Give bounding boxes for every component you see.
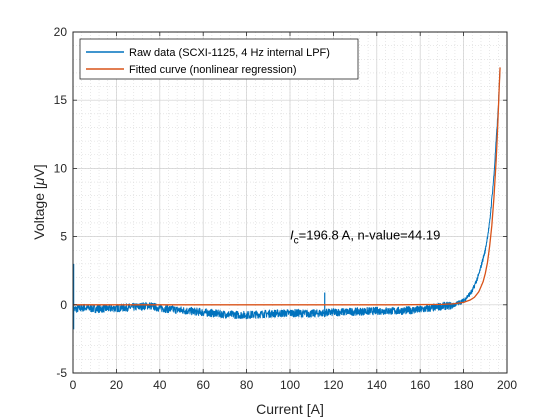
- x-tick-label: 40: [153, 378, 167, 392]
- y-tick-label: 10: [54, 161, 68, 175]
- legend-label-raw: Raw data (SCXI-1125, 4 Hz internal LPF): [129, 47, 330, 59]
- y-axis-label: Voltage [μV]: [31, 164, 47, 239]
- critical-current-annotation: Ic=196.8 A, n-value=44.19: [290, 227, 440, 246]
- annotation-symbol: I: [290, 227, 294, 242]
- y-axis-label-end: V]: [31, 164, 47, 177]
- x-tick-label: 0: [70, 378, 77, 392]
- legend-label-fit: Fitted curve (nonlinear regression): [129, 64, 297, 76]
- x-tick-label: 140: [367, 378, 387, 392]
- y-tick-label: 15: [54, 93, 68, 107]
- legend: Raw data (SCXI-1125, 4 Hz internal LPF) …: [79, 38, 359, 80]
- y-tick-label: 5: [60, 230, 67, 244]
- x-axis-label: Current [A]: [256, 401, 324, 417]
- y-axis-label-mu: μ: [31, 177, 47, 186]
- y-tick-label: -5: [56, 366, 67, 380]
- x-tick-label: 180: [454, 378, 474, 392]
- y-tick-label: 0: [60, 298, 67, 312]
- x-tick-label: 160: [410, 378, 430, 392]
- annotation-subscript: c: [294, 235, 299, 246]
- y-axis-label-main: Voltage [: [31, 185, 47, 240]
- legend-box: [79, 38, 359, 80]
- x-tick-labels: 0 20 40 60 80 100 120 140 160 180 200: [70, 378, 518, 392]
- x-tick-label: 120: [323, 378, 343, 392]
- tick-marks: [72, 31, 508, 374]
- series-fitted-curve: [73, 67, 501, 306]
- x-tick-label: 80: [240, 378, 254, 392]
- fitted-curve-line: [73, 67, 501, 306]
- annotation-text: =196.8 A, n-value=44.19: [299, 227, 441, 242]
- x-tick-label: 60: [197, 378, 211, 392]
- x-tick-label: 20: [110, 378, 124, 392]
- y-tick-labels: -5 0 5 10 15 20: [54, 25, 68, 380]
- x-tick-label: 200: [497, 378, 517, 392]
- y-tick-label: 20: [54, 25, 68, 39]
- x-tick-label: 100: [280, 378, 300, 392]
